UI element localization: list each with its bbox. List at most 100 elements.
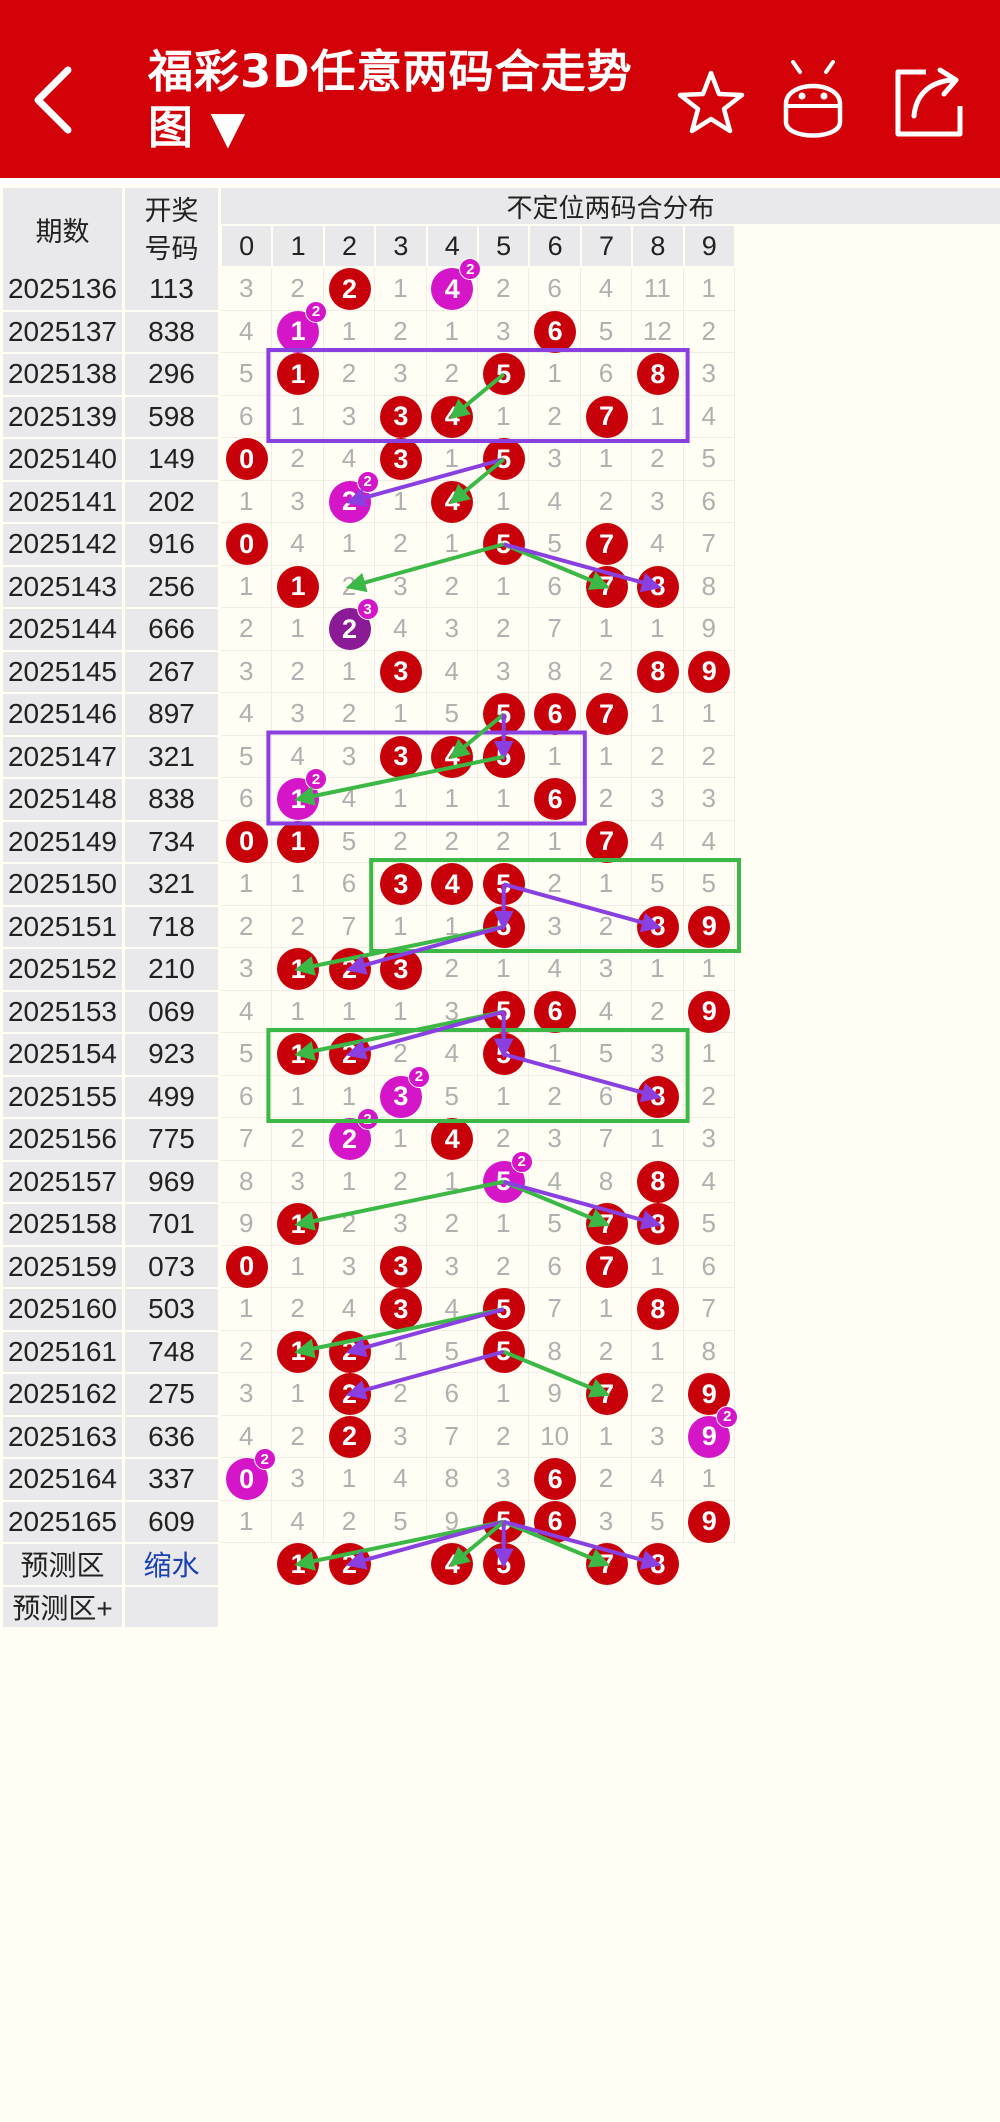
favorite-button[interactable]	[676, 68, 746, 142]
miss-cell: 2	[529, 863, 581, 906]
miss-cell: 2	[426, 565, 478, 608]
hit-ball: 0	[225, 1245, 268, 1288]
hit-ball: 7	[585, 1373, 628, 1416]
android-icon	[783, 60, 843, 138]
hit-ball: 2	[328, 948, 371, 991]
draw-cell: 701	[125, 1204, 218, 1245]
miss-cell: 2	[375, 523, 427, 566]
hit-ball: 0	[225, 523, 268, 566]
miss-cell: 2	[272, 438, 324, 481]
repeat-count-badge: 2	[510, 1150, 533, 1173]
hit-ball: 5	[482, 863, 525, 906]
miss-cell: 5	[375, 1500, 427, 1543]
period-cell: 2025165	[3, 1501, 122, 1542]
miss-cell: 9	[426, 1500, 478, 1543]
miss-cell: 2	[478, 1415, 530, 1458]
miss-cell: 2	[683, 735, 735, 778]
hit-ball: 7	[585, 820, 628, 863]
miss-cell: 5	[632, 863, 684, 906]
app-header: 福彩3D任意两码合走势图 ▼	[0, 0, 1000, 178]
period-cell: 2025137	[3, 311, 122, 352]
miss-cell: 1	[323, 310, 376, 353]
miss-cell: 4	[683, 395, 735, 438]
miss-cell: 3	[221, 948, 273, 991]
miss-cell: 4	[632, 523, 684, 566]
hit-ball: 2	[328, 1330, 371, 1373]
miss-cell: 1	[478, 778, 530, 821]
draw-cell: 666	[125, 609, 218, 650]
hit-ball: 6	[534, 1500, 577, 1543]
hit-ball: 3	[379, 1288, 422, 1331]
miss-cell: 3	[426, 608, 478, 651]
miss-cell: 6	[323, 863, 376, 906]
draw-cell: 838	[125, 311, 218, 352]
hit-ball: 9	[688, 905, 731, 948]
repeat-count-badge: 2	[305, 300, 328, 323]
miss-cell: 2	[426, 948, 478, 991]
hit-ball: 3	[379, 948, 422, 991]
hit-ball: 9	[688, 990, 731, 1033]
repeat-count-badge: 2	[253, 1448, 276, 1471]
draw-cell: 897	[125, 694, 218, 735]
miss-cell: 4	[272, 1500, 324, 1543]
hit-ball: 5	[482, 438, 525, 481]
draw-cell: 073	[125, 1246, 218, 1287]
miss-cell: 12	[632, 310, 684, 353]
miss-cell: 4	[375, 608, 427, 651]
miss-cell: 1	[478, 1203, 530, 1246]
miss-cell: 1	[272, 1075, 324, 1118]
android-button[interactable]	[778, 60, 848, 148]
period-cell: 2025154	[3, 1034, 122, 1075]
miss-cell: 2	[375, 1373, 427, 1416]
draw-cell: 321	[125, 736, 218, 777]
draw-cell: 210	[125, 949, 218, 990]
miss-cell: 3	[323, 395, 376, 438]
miss-cell: 6	[683, 480, 735, 523]
miss-cell: 7	[221, 1118, 273, 1161]
prediction-ball: 8	[636, 1543, 679, 1586]
back-button[interactable]	[26, 60, 86, 140]
miss-cell: 1	[478, 480, 530, 523]
prediction-label: 预测区	[3, 1544, 122, 1585]
miss-cell: 6	[580, 1075, 633, 1118]
draw-cell: 748	[125, 1331, 218, 1372]
prediction-draw-label[interactable]: 缩水	[125, 1544, 218, 1585]
miss-cell: 6	[221, 395, 273, 438]
share-button[interactable]	[890, 64, 966, 144]
hit-ball: 6	[534, 693, 577, 736]
miss-cell: 6	[529, 565, 581, 608]
back-arrow-icon	[34, 66, 72, 134]
miss-cell: 4	[683, 820, 735, 863]
page-title[interactable]: 福彩3D任意两码合走势图 ▼	[148, 45, 633, 154]
miss-cell: 1	[272, 395, 324, 438]
miss-cell: 3	[375, 353, 427, 396]
miss-cell: 1	[375, 990, 427, 1033]
miss-cell: 2	[272, 1288, 324, 1331]
miss-cell: 2	[426, 353, 478, 396]
draw-cell: 969	[125, 1161, 218, 1202]
draw-cell: 775	[125, 1119, 218, 1160]
miss-cell: 1	[221, 1288, 273, 1331]
hit-ball: 2	[328, 268, 371, 311]
miss-cell: 3	[221, 1373, 273, 1416]
draw-cell: 838	[125, 779, 218, 820]
miss-cell: 5	[632, 1500, 684, 1543]
miss-cell: 3	[632, 1033, 684, 1076]
miss-cell: 4	[529, 1160, 581, 1203]
miss-cell: 2	[478, 1245, 530, 1288]
draw-cell: 636	[125, 1416, 218, 1457]
period-cell: 2025142	[3, 524, 122, 565]
draw-cell: 113	[125, 269, 218, 310]
hit-ball: 1	[277, 565, 320, 608]
miss-cell: 4	[632, 1458, 684, 1501]
miss-cell: 5	[529, 1203, 581, 1246]
miss-cell: 1	[632, 693, 684, 736]
miss-cell: 4	[426, 1033, 478, 1076]
miss-cell: 3	[529, 1118, 581, 1161]
period-cell: 2025160	[3, 1289, 122, 1330]
star-icon	[677, 70, 745, 134]
miss-cell: 1	[683, 1033, 735, 1076]
hit-ball: 0	[225, 438, 268, 481]
